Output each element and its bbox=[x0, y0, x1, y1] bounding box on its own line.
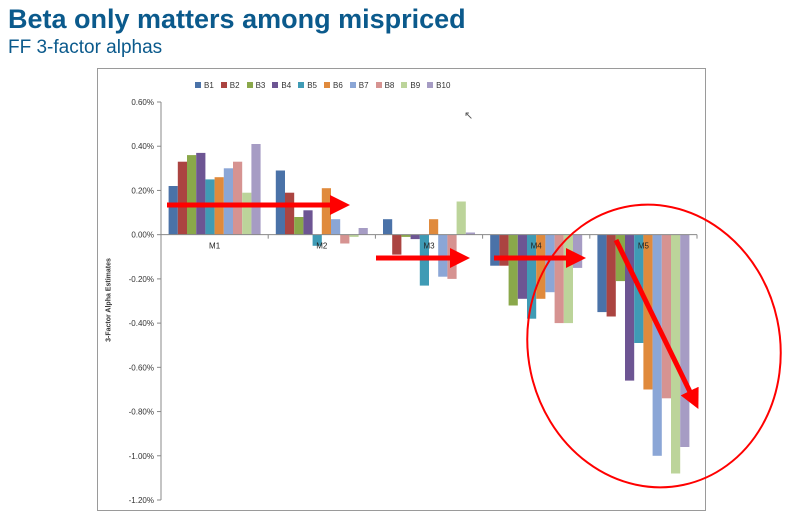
bar-b9-m3 bbox=[456, 201, 466, 235]
y-tick-label: -1.20% bbox=[129, 496, 154, 505]
legend-item-b4: B4 bbox=[272, 81, 291, 90]
bar-b3-m4 bbox=[508, 234, 518, 306]
mouse-cursor-icon: ↖ bbox=[464, 110, 474, 122]
annotation-arrow-4 bbox=[613, 238, 699, 409]
legend-item-b8: B8 bbox=[375, 80, 395, 90]
bar-b3-m1 bbox=[187, 155, 197, 235]
bar-b7-m5 bbox=[652, 234, 662, 456]
bar-b7-m4 bbox=[545, 234, 555, 293]
legend-swatch bbox=[272, 82, 279, 88]
bar-b1-m1 bbox=[168, 186, 178, 235]
bar-b8-m4 bbox=[554, 234, 564, 324]
x-tick-label: M4 bbox=[531, 242, 543, 251]
bar-b10-m1 bbox=[251, 144, 261, 235]
bar-b2-m4 bbox=[499, 234, 509, 266]
bar-b10-m5 bbox=[680, 234, 690, 447]
bar-b10-m4 bbox=[573, 234, 583, 268]
legend-label: B10 bbox=[436, 80, 451, 90]
legend-label: B6 bbox=[332, 80, 343, 90]
y-tick-label: -1.00% bbox=[129, 452, 154, 461]
x-tick-label: M2 bbox=[316, 242, 328, 251]
bar-b6-m5 bbox=[643, 234, 653, 390]
bar-b7-m2 bbox=[331, 219, 341, 235]
legend-swatch bbox=[195, 82, 201, 88]
bar-b4-m5 bbox=[625, 234, 635, 381]
legend-item-b5: B5 bbox=[298, 81, 317, 90]
y-tick-label: 0.60% bbox=[131, 98, 154, 107]
bar-b9-m5 bbox=[671, 234, 681, 474]
y-axis-label: 3-Factor Alpha Estimates bbox=[105, 258, 113, 342]
bar-b1-m5 bbox=[597, 234, 607, 313]
legend-swatch bbox=[323, 82, 330, 88]
bar-b7-m1 bbox=[223, 168, 233, 235]
bar-b4-m1 bbox=[196, 152, 206, 235]
legend-swatch bbox=[220, 82, 227, 88]
bar-b3-m2 bbox=[294, 217, 304, 235]
y-tick-label: -0.20% bbox=[129, 275, 154, 284]
legend-item-b7: B7 bbox=[349, 80, 369, 90]
slide-title: Beta only matters among mispriced bbox=[8, 4, 466, 34]
bar-b2-m5 bbox=[606, 234, 616, 317]
bar-b9-m2 bbox=[349, 234, 359, 237]
legend-label: B3 bbox=[255, 80, 266, 90]
bar-b2-m3 bbox=[392, 234, 402, 255]
legend-label: B1 bbox=[204, 80, 214, 90]
bar-b9-m1 bbox=[242, 192, 252, 235]
legend-swatch bbox=[375, 82, 382, 88]
bar-b2-m2 bbox=[285, 192, 295, 235]
y-tick-label: 0.40% bbox=[131, 142, 154, 151]
bar-b8-m5 bbox=[661, 234, 671, 399]
bar-b4-m2 bbox=[303, 210, 313, 235]
legend-label: B4 bbox=[281, 80, 292, 90]
bar-b1-m4 bbox=[490, 234, 500, 266]
y-tick-label: -0.60% bbox=[129, 363, 154, 372]
x-tick-label: M3 bbox=[423, 242, 435, 251]
bar-b10-m2 bbox=[358, 228, 368, 235]
legend-swatch bbox=[427, 82, 434, 88]
legend-label: B5 bbox=[307, 80, 317, 90]
bar-b3-m5 bbox=[615, 234, 625, 282]
legend-item-b1: B1 bbox=[195, 81, 214, 90]
bar-b3-m3 bbox=[401, 234, 411, 237]
legend-swatch bbox=[246, 82, 253, 88]
bar-b8-m2 bbox=[340, 234, 350, 244]
y-tick-label: -0.80% bbox=[129, 408, 154, 417]
bar-b9-m4 bbox=[563, 234, 573, 324]
legend-item-b6: B6 bbox=[323, 80, 343, 90]
legend-item-b9: B9 bbox=[401, 81, 420, 90]
bar-b5-m4 bbox=[527, 234, 537, 319]
legend-label: B9 bbox=[410, 80, 421, 90]
legend-item-b2: B2 bbox=[220, 80, 240, 90]
bar-b2-m1 bbox=[177, 161, 187, 235]
bar-b5-m2 bbox=[312, 234, 322, 246]
y-tick-label: 0.20% bbox=[131, 186, 154, 195]
x-tick-label: M1 bbox=[209, 242, 221, 251]
legend-label: B2 bbox=[229, 80, 240, 90]
bar-b1-m3 bbox=[383, 219, 393, 235]
chart-legend: B1 B2 B3 B4 B5 B6 B7 B8 B9 B10 bbox=[195, 79, 450, 91]
bar-b10-m3 bbox=[465, 232, 475, 235]
bar-b6-m4 bbox=[536, 234, 546, 299]
x-tick-label: M5 bbox=[638, 242, 650, 251]
legend-swatch bbox=[401, 82, 408, 88]
y-tick-label: -0.40% bbox=[129, 319, 154, 328]
annotation-highlight-circle bbox=[526, 203, 782, 489]
y-tick-label: 0.00% bbox=[131, 231, 154, 240]
legend-swatch bbox=[298, 82, 305, 88]
slide-subtitle: FF 3-factor alphas bbox=[8, 37, 163, 58]
bar-b4-m4 bbox=[517, 234, 527, 299]
bar-b6-m2 bbox=[321, 188, 331, 235]
legend-label: B8 bbox=[384, 80, 395, 90]
legend-item-b10: B10 bbox=[427, 81, 450, 90]
bar-b4-m3 bbox=[410, 234, 420, 240]
legend-swatch bbox=[349, 82, 356, 88]
legend-label: B7 bbox=[358, 80, 369, 90]
legend-item-b3: B3 bbox=[246, 80, 266, 90]
bar-b8-m1 bbox=[233, 161, 243, 235]
bar-b6-m3 bbox=[429, 219, 439, 235]
